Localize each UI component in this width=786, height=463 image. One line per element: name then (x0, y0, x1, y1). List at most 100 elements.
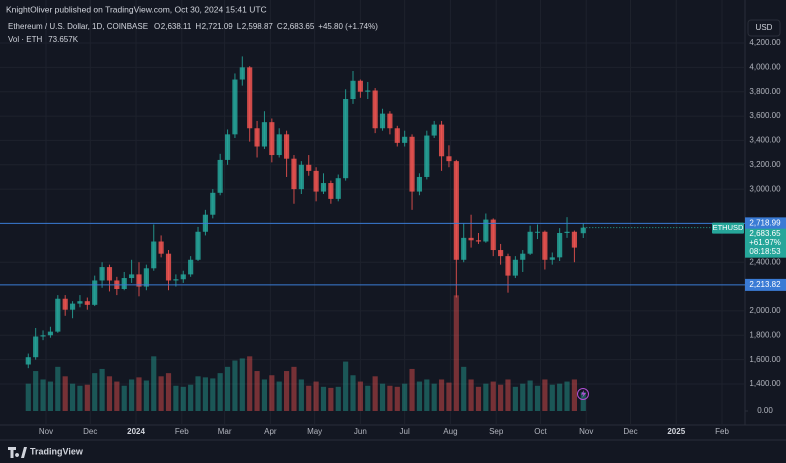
candle-body (129, 274, 135, 279)
candle-body (424, 135, 430, 177)
x-tick-label: Nov (39, 427, 53, 436)
candle-body (306, 164, 312, 171)
legend-change: +45.80 (+1.74%) (318, 22, 378, 31)
volume-bar (33, 371, 39, 411)
candle-body (357, 80, 363, 92)
candle-body (490, 219, 496, 251)
volume-bar (534, 385, 541, 411)
symbol: ETHUSD (713, 223, 744, 232)
candle-body (55, 298, 61, 332)
volume-bar (453, 295, 459, 411)
currency-box[interactable] (747, 19, 781, 37)
legend-value: 2,598.87 (242, 22, 274, 31)
volume-bar (475, 386, 482, 411)
legend-value: 2,721.09 (202, 22, 234, 31)
volume-bar (468, 379, 474, 411)
candle-body (446, 156, 452, 162)
candle-body (276, 134, 282, 156)
candle-body (173, 279, 179, 281)
x-tick-label: Oct (534, 427, 547, 436)
volume-bar (69, 383, 76, 411)
volume-bar (136, 377, 142, 411)
y-tick-label: 3,000.00 (749, 184, 781, 193)
candle-body (217, 159, 223, 193)
x-tick-label: 2025 (667, 427, 685, 436)
x-tick-label: Jul (400, 427, 410, 436)
candle-body (365, 90, 371, 92)
candle-body (62, 298, 68, 310)
candle-body (188, 259, 194, 275)
volume-last: 73.657K (48, 35, 78, 44)
volume-bar (365, 385, 371, 411)
candle-body (557, 232, 563, 258)
volume-bar (284, 371, 290, 411)
volume-bar (505, 379, 511, 411)
candle-body (151, 241, 157, 269)
candle-body (232, 79, 238, 135)
candle-body (25, 357, 31, 365)
volume-bar (542, 379, 548, 411)
symbol-badge (712, 222, 744, 234)
candle-body (438, 124, 445, 157)
volume-bar (173, 385, 179, 411)
candle-body (379, 113, 386, 129)
chart-title: Ethereum / U.S. Dollar, 1D, COINBASE (8, 22, 148, 31)
brand-logo (8, 447, 27, 458)
events-icon[interactable] (577, 388, 589, 400)
x-tick-label: May (307, 427, 322, 436)
y-tick-label: 4,200.00 (749, 38, 781, 47)
hline-label: 2,718.99 (749, 218, 781, 227)
candle-body (409, 136, 415, 192)
last-change: +61.97% (749, 238, 781, 247)
volume-bar (217, 373, 223, 411)
candle-body (527, 231, 533, 254)
candle-body (195, 231, 201, 260)
volume-bar (121, 385, 127, 411)
x-tick-label: Jun (354, 427, 367, 436)
hline-label: 2,213.82 (749, 280, 781, 289)
hline-badge (745, 217, 786, 230)
candle-body (247, 67, 253, 129)
candle-body (158, 241, 164, 254)
volume-bar (114, 381, 120, 411)
candle-body (564, 231, 570, 233)
candle-body (99, 267, 105, 281)
volume-bar (461, 366, 467, 411)
y-tick-label: 1,800.00 (749, 330, 781, 339)
candle-body (284, 134, 290, 159)
candle-body (165, 253, 172, 281)
volume-bar (224, 366, 231, 411)
candle-body (542, 231, 548, 260)
candle-body (47, 331, 54, 336)
brand: TradingView (30, 446, 84, 456)
volume-bar (269, 375, 275, 411)
y-tick-label: 4,000.00 (749, 62, 781, 71)
last-price: 2,683.65 (749, 229, 781, 238)
x-tick-label: 2024 (127, 427, 145, 436)
overlay-layer (0, 222, 745, 286)
candle-body (261, 122, 268, 147)
volume-bar (232, 360, 238, 411)
y-tick-label: 3,600.00 (749, 111, 781, 120)
candle-body (335, 178, 341, 199)
volume-bar (549, 384, 555, 411)
volume-bar (129, 379, 135, 411)
countdown: 08:18:53 (749, 247, 781, 256)
volume-bar (180, 386, 186, 411)
candle-body (298, 164, 304, 190)
candle-body (40, 335, 46, 337)
candle-body (402, 136, 408, 143)
candle-body (505, 256, 511, 276)
volume-bar (158, 376, 164, 411)
volume-bar (512, 386, 518, 411)
candle-body (92, 280, 98, 305)
candle-body (475, 240, 482, 242)
candle-body (224, 134, 231, 160)
y-tick-label: 1,400.00 (749, 379, 781, 388)
x-tick-label: Dec (623, 427, 637, 436)
legend-key: H (195, 22, 201, 31)
currency: USD (756, 23, 773, 32)
x-tick-label: Dec (83, 427, 97, 436)
volume-bar (188, 384, 194, 411)
candle-body (291, 158, 297, 190)
